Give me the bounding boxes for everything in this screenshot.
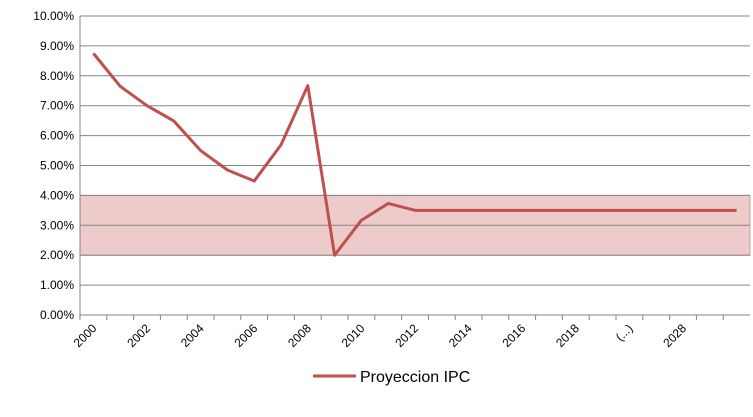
x-tick-label: 2004	[178, 321, 207, 350]
x-tick-label: (...)	[613, 321, 636, 344]
y-tick-label: 8.00%	[40, 69, 74, 83]
data-line	[92, 52, 737, 257]
x-tick-label: 2012	[392, 321, 421, 350]
y-tick-label: 9.00%	[40, 39, 74, 53]
y-tick-label: 2.00%	[40, 248, 74, 262]
y-tick-label: 4.00%	[40, 188, 74, 202]
y-tick-label: 5.00%	[40, 159, 74, 173]
x-tick-label: 2000	[71, 321, 100, 350]
y-tick-label: 3.00%	[40, 218, 74, 232]
x-tick-label: 2014	[446, 321, 475, 350]
x-tick-label: 2008	[285, 321, 314, 350]
x-tick-label: 2018	[553, 321, 582, 350]
x-tick-label: 2016	[500, 321, 529, 350]
y-tick-label: 10.00%	[33, 9, 74, 23]
x-tick-label: 2002	[124, 321, 153, 350]
y-tick-label: 1.00%	[40, 278, 74, 292]
x-tick-label: 2028	[660, 321, 689, 350]
legend-label: Proyeccion IPC	[360, 369, 470, 386]
x-tick-label: 2006	[232, 321, 261, 350]
y-tick-label: 0.00%	[40, 308, 74, 322]
y-tick-label: 6.00%	[40, 129, 74, 143]
y-tick-label: 7.00%	[40, 99, 74, 113]
x-tick-label: 2010	[339, 321, 368, 350]
